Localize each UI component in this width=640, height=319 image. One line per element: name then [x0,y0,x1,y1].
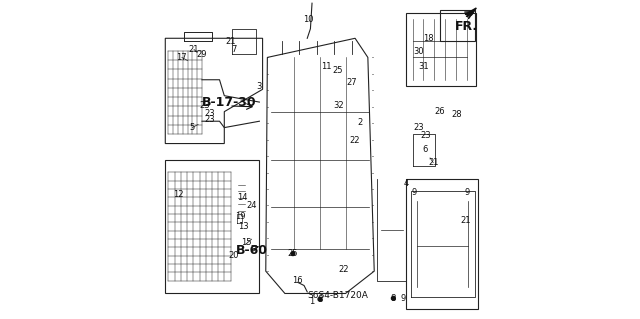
Text: 31: 31 [419,63,429,71]
Text: 9: 9 [464,189,469,197]
Text: 24: 24 [246,201,257,210]
Text: 18: 18 [423,34,434,43]
Circle shape [291,252,295,256]
Text: 29: 29 [196,50,207,59]
Text: 32: 32 [333,101,344,110]
Text: B-17-30: B-17-30 [202,96,257,108]
Text: 21: 21 [460,216,470,225]
Text: 23: 23 [200,101,211,110]
Text: 16: 16 [292,276,303,285]
Text: 8: 8 [317,295,323,304]
Text: 12: 12 [173,190,183,199]
Text: 14: 14 [237,193,247,202]
Text: FR.: FR. [454,20,477,33]
Text: 19: 19 [235,212,246,221]
Text: 20: 20 [228,251,239,260]
Text: 26: 26 [435,107,445,116]
Text: 22: 22 [339,265,349,274]
Text: S6S4-B1720A: S6S4-B1720A [307,291,368,300]
Text: 23: 23 [205,115,215,124]
Text: 11: 11 [321,63,332,71]
Text: 9: 9 [400,294,406,303]
Text: 7: 7 [231,45,237,54]
Polygon shape [465,8,476,15]
Text: B-60: B-60 [236,244,268,257]
Text: 23: 23 [420,131,431,140]
Text: 23: 23 [205,109,215,118]
Text: 22: 22 [350,136,360,145]
Text: 9: 9 [412,189,417,197]
Circle shape [318,297,322,301]
Text: 2: 2 [357,118,362,127]
Text: 25: 25 [287,249,298,258]
Circle shape [392,296,396,300]
Text: 1: 1 [309,297,315,306]
Text: 4: 4 [403,179,409,188]
Text: 30: 30 [413,47,424,56]
Text: 28: 28 [452,110,463,119]
Text: 8: 8 [390,294,396,303]
Text: 13: 13 [238,222,249,231]
Text: 15: 15 [241,238,252,247]
Text: 5: 5 [190,123,195,132]
Text: 23: 23 [413,123,424,132]
Text: 10: 10 [303,15,314,24]
Text: 6: 6 [422,145,428,154]
Text: 21: 21 [428,158,438,167]
Text: 21: 21 [225,37,236,46]
Text: 21: 21 [189,45,199,54]
Text: 17: 17 [176,53,186,62]
Text: 27: 27 [347,78,357,87]
Text: 25: 25 [332,66,343,75]
Text: 3: 3 [257,82,262,91]
